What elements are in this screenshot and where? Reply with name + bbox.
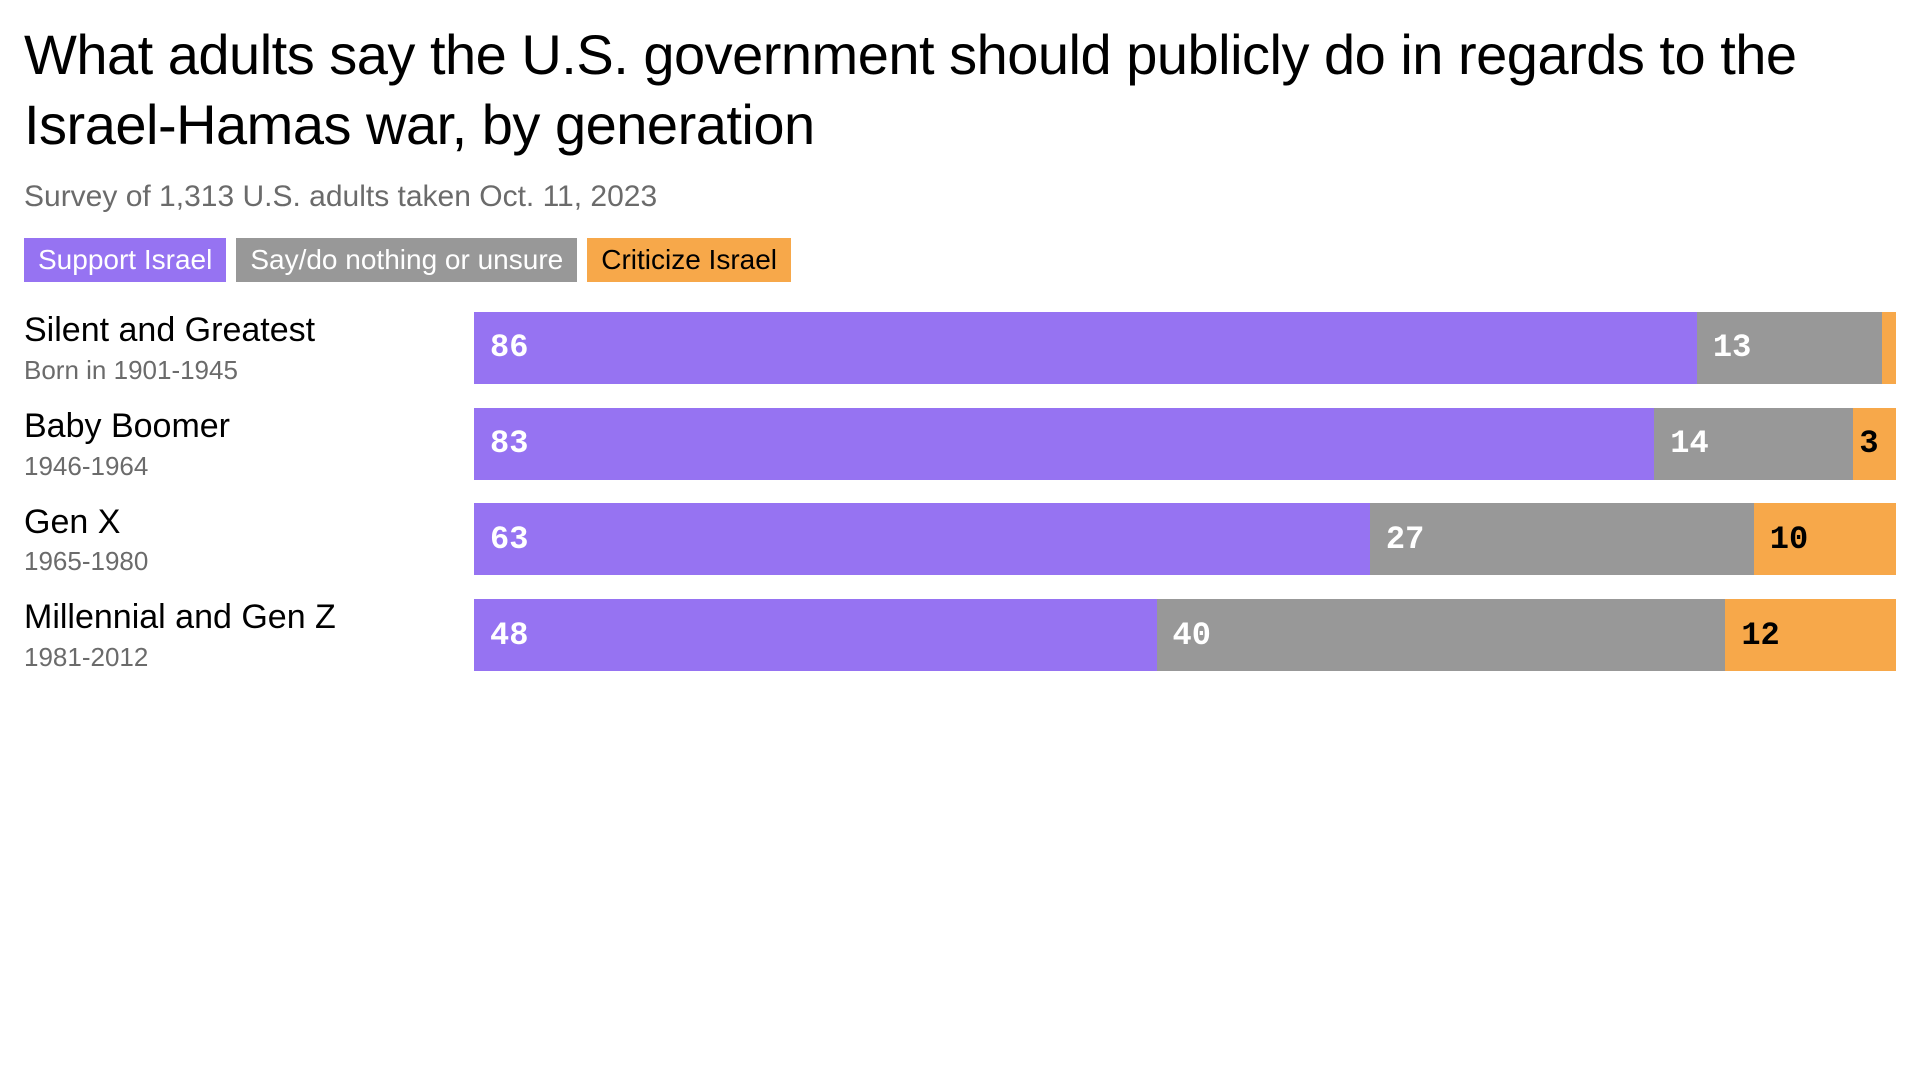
row-years: 1946-1964	[24, 451, 458, 482]
row-label: Silent and Greatest Born in 1901-1945	[24, 310, 474, 386]
bar-segment	[1882, 312, 1896, 384]
bar-row: Millennial and Gen Z 1981-2012 484012	[24, 597, 1896, 673]
bar-segment: 48	[474, 599, 1157, 671]
legend-item-0: Support Israel	[24, 238, 226, 282]
bar-row: Gen X1965-1980632710	[24, 502, 1896, 578]
stacked-bar: 8613	[474, 312, 1896, 384]
bar-segment: 12	[1725, 599, 1896, 671]
row-years: 1965-1980	[24, 546, 458, 577]
legend: Support IsraelSay/do nothing or unsureCr…	[24, 238, 1896, 282]
bar-segment: 10	[1754, 503, 1896, 575]
row-name: Baby Boomer	[24, 406, 458, 447]
row-name: Gen X	[24, 502, 458, 543]
row-name: Millennial and Gen Z	[24, 597, 458, 638]
row-name: Silent and Greatest	[24, 310, 458, 351]
bar-row: Silent and Greatest Born in 1901-1945 8613	[24, 310, 1896, 386]
bar-segment: 40	[1157, 599, 1726, 671]
bar-rows: Silent and Greatest Born in 1901-1945 8613…	[24, 310, 1896, 673]
chart-subtitle: Survey of 1,313 U.S. adults taken Oct. 1…	[24, 180, 1896, 214]
bar-segment: 13	[1697, 312, 1882, 384]
bar-segment: 63	[474, 503, 1370, 575]
stacked-bar: 83143	[474, 408, 1896, 480]
legend-item-1: Say/do nothing or unsure	[236, 238, 577, 282]
chart-container: What adults say the U.S. government shou…	[0, 0, 1920, 693]
stacked-bar: 632710	[474, 503, 1896, 575]
row-label: Gen X1965-1980	[24, 502, 474, 578]
chart-title: What adults say the U.S. government shou…	[24, 20, 1896, 160]
row-years: Born in 1901-1945	[24, 355, 458, 386]
bar-segment: 14	[1654, 408, 1853, 480]
bar-segment: 27	[1370, 503, 1754, 575]
legend-item-2: Criticize Israel	[587, 238, 791, 282]
row-years: 1981-2012	[24, 642, 458, 673]
row-label: Baby Boomer 1946-1964	[24, 406, 474, 482]
stacked-bar: 484012	[474, 599, 1896, 671]
bar-segment: 83	[474, 408, 1654, 480]
bar-segment: 86	[474, 312, 1697, 384]
bar-segment: 3	[1853, 408, 1896, 480]
row-label: Millennial and Gen Z 1981-2012	[24, 597, 474, 673]
bar-row: Baby Boomer 1946-1964 83143	[24, 406, 1896, 482]
